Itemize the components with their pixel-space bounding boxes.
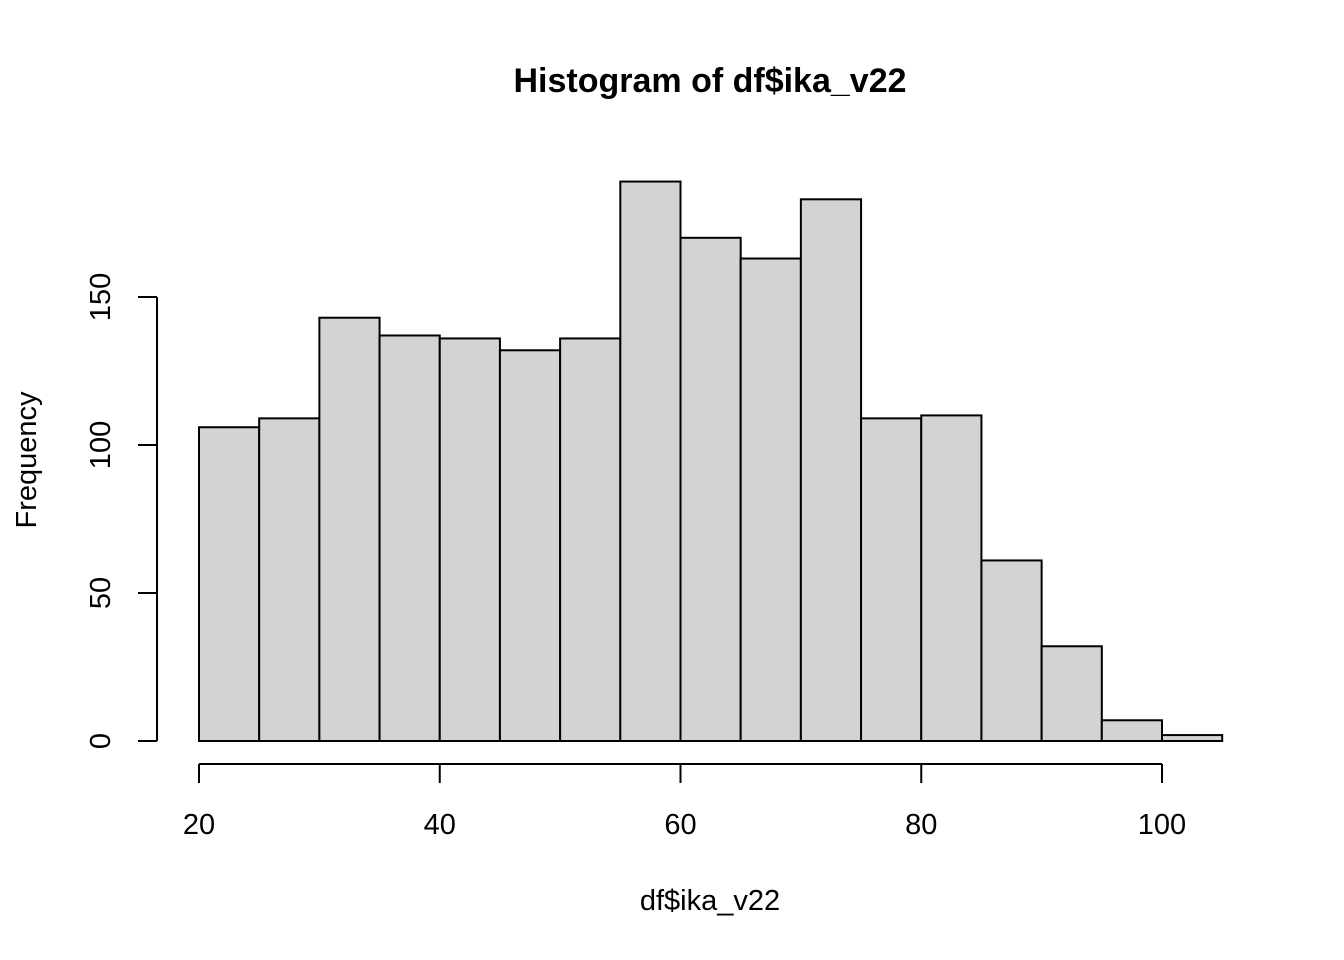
histogram-bar-1 (258, 417, 321, 742)
x-axis-label: df$ika_v22 (640, 885, 780, 917)
y-tick-label-3: 150 (85, 273, 117, 321)
histogram-bar-0 (198, 426, 261, 742)
y-tick-label-2: 100 (85, 421, 117, 469)
x-axis: 20 40 60 80 100 (183, 763, 1186, 841)
x-tick-label-3: 80 (905, 809, 937, 841)
histogram-bar-12 (920, 414, 983, 742)
y-axis-label: Frequency (11, 391, 43, 529)
y-tick-label-0: 0 (85, 733, 117, 749)
histogram-bar-13 (980, 559, 1043, 742)
histogram-bar-7 (619, 180, 682, 742)
x-tick-label-2: 60 (664, 809, 696, 841)
bars-group (198, 180, 1224, 743)
histogram-bar-6 (559, 337, 622, 742)
x-tick-label-0: 20 (183, 809, 215, 841)
y-tick-label-1: 50 (85, 577, 117, 609)
x-tick-label-4: 100 (1138, 809, 1186, 841)
histogram-bar-5 (498, 349, 562, 742)
y-axis: 0 50 100 150 (85, 273, 158, 749)
histogram-bar-16 (1161, 734, 1224, 743)
histogram-bar-14 (1040, 645, 1103, 743)
histogram-bar-4 (438, 337, 501, 742)
chart-title: Histogram of df$ika_v22 (513, 62, 906, 100)
histogram-bar-9 (739, 257, 802, 742)
histogram-bar-8 (679, 236, 742, 743)
x-tick-label-1: 40 (424, 809, 456, 841)
histogram-bar-2 (318, 316, 381, 742)
histogram-bar-11 (860, 417, 923, 742)
histogram-bar-3 (378, 334, 441, 742)
histogram-bar-15 (1100, 719, 1163, 743)
histogram-bar-10 (799, 198, 863, 742)
